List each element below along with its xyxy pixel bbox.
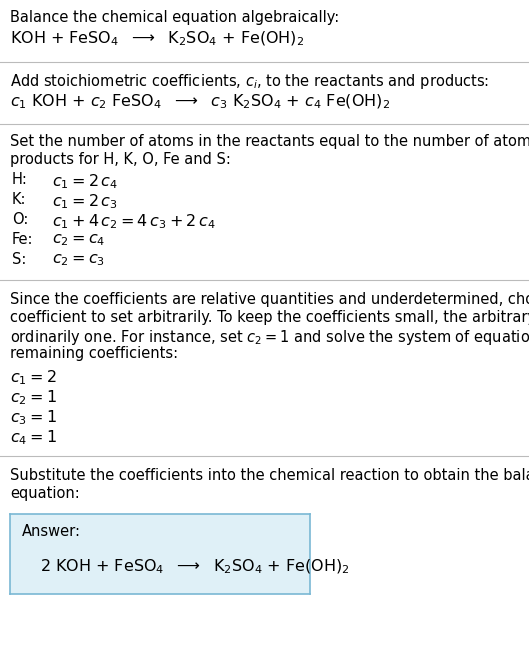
Text: $c_1 = 2$: $c_1 = 2$ xyxy=(10,368,57,387)
Text: 2 KOH + FeSO$_4$  $\longrightarrow$  K$_2$SO$_4$ + Fe(OH)$_2$: 2 KOH + FeSO$_4$ $\longrightarrow$ K$_2$… xyxy=(40,558,350,576)
Text: Answer:: Answer: xyxy=(22,523,81,538)
Text: Balance the chemical equation algebraically:: Balance the chemical equation algebraica… xyxy=(10,10,339,25)
Text: K:: K: xyxy=(12,192,26,207)
Text: O:: O: xyxy=(12,212,29,227)
Text: H:: H: xyxy=(12,172,28,187)
Text: ordinarily one. For instance, set $c_2 = 1$ and solve the system of equations fo: ordinarily one. For instance, set $c_2 =… xyxy=(10,328,529,347)
Text: KOH + FeSO$_4$  $\longrightarrow$  K$_2$SO$_4$ + Fe(OH)$_2$: KOH + FeSO$_4$ $\longrightarrow$ K$_2$SO… xyxy=(10,30,304,49)
Text: Since the coefficients are relative quantities and underdetermined, choose a: Since the coefficients are relative quan… xyxy=(10,292,529,307)
Text: Fe:: Fe: xyxy=(12,232,33,247)
Text: $c_1 = 2\,c_4$: $c_1 = 2\,c_4$ xyxy=(52,172,118,191)
Text: S:: S: xyxy=(12,252,26,267)
Text: Substitute the coefficients into the chemical reaction to obtain the balanced: Substitute the coefficients into the che… xyxy=(10,468,529,483)
Text: $c_1$ KOH + $c_2$ FeSO$_4$  $\longrightarrow$  $c_3$ K$_2$SO$_4$ + $c_4$ Fe(OH)$: $c_1$ KOH + $c_2$ FeSO$_4$ $\longrightar… xyxy=(10,93,390,111)
Text: $c_1 = 2\,c_3$: $c_1 = 2\,c_3$ xyxy=(52,192,118,211)
Text: $c_1 + 4\,c_2 = 4\,c_3 + 2\,c_4$: $c_1 + 4\,c_2 = 4\,c_3 + 2\,c_4$ xyxy=(52,212,216,231)
Text: $c_3 = 1$: $c_3 = 1$ xyxy=(10,408,57,427)
Text: $c_2 = 1$: $c_2 = 1$ xyxy=(10,388,57,407)
Text: remaining coefficients:: remaining coefficients: xyxy=(10,346,178,361)
Text: products for H, K, O, Fe and S:: products for H, K, O, Fe and S: xyxy=(10,152,231,167)
Text: equation:: equation: xyxy=(10,486,80,501)
Text: coefficient to set arbitrarily. To keep the coefficients small, the arbitrary va: coefficient to set arbitrarily. To keep … xyxy=(10,310,529,325)
Text: Set the number of atoms in the reactants equal to the number of atoms in the: Set the number of atoms in the reactants… xyxy=(10,134,529,149)
Text: Add stoichiometric coefficients, $c_i$, to the reactants and products:: Add stoichiometric coefficients, $c_i$, … xyxy=(10,72,489,91)
Text: $c_4 = 1$: $c_4 = 1$ xyxy=(10,428,57,446)
Text: $c_2 = c_3$: $c_2 = c_3$ xyxy=(52,252,105,268)
Text: $c_2 = c_4$: $c_2 = c_4$ xyxy=(52,232,105,248)
